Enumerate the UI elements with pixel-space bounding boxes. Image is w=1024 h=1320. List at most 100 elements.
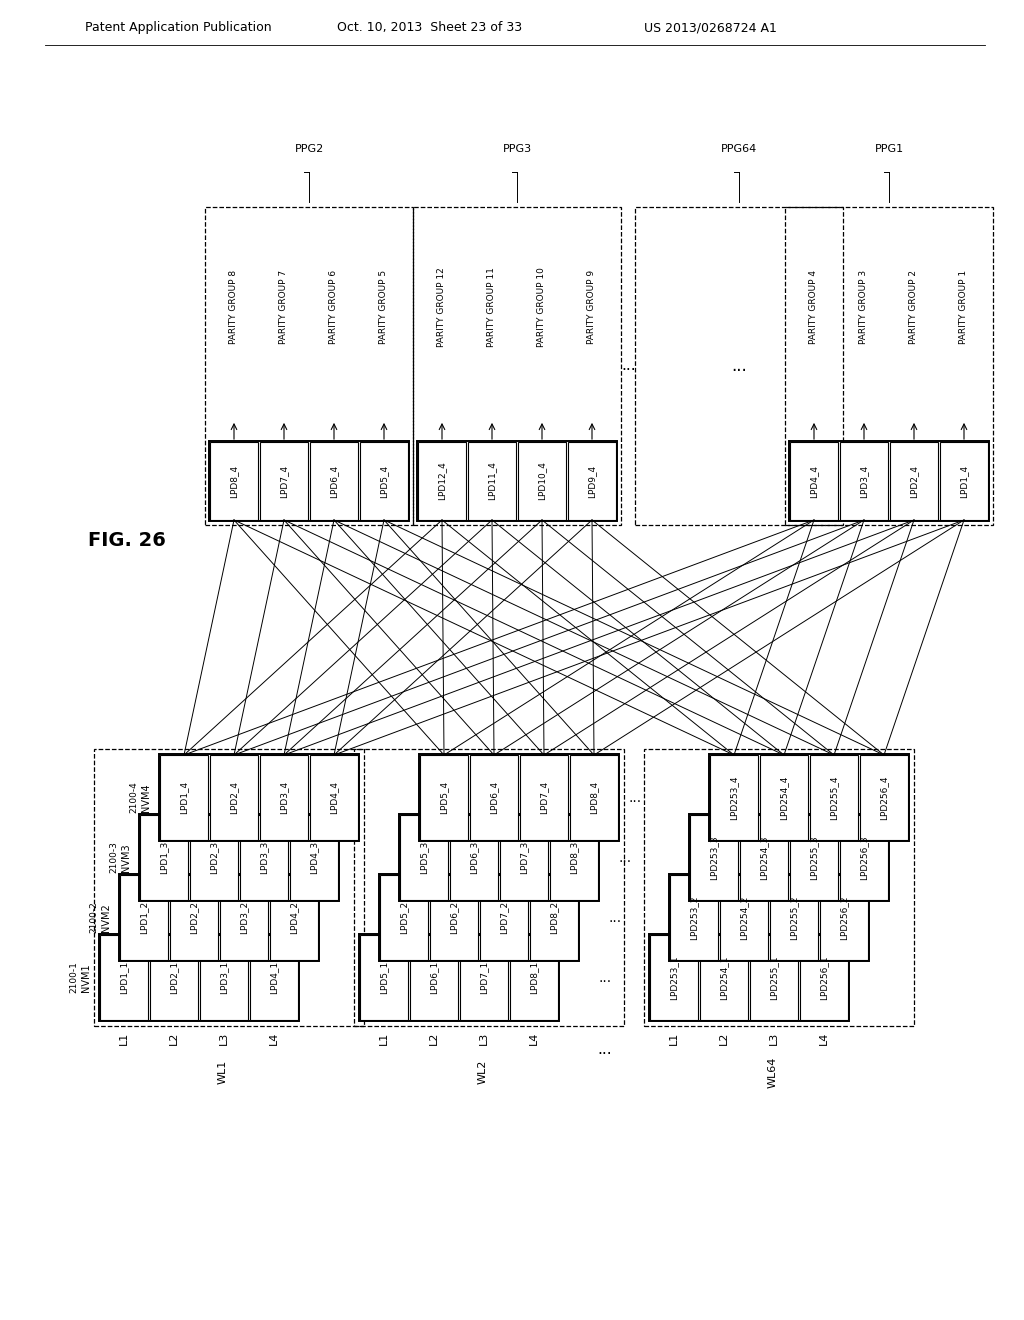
- Bar: [750, 935, 798, 1020]
- Bar: [200, 935, 248, 1020]
- Text: LPD4_1: LPD4_1: [269, 961, 279, 994]
- Bar: [419, 754, 618, 841]
- Text: LPD6_3: LPD6_3: [469, 841, 478, 874]
- Text: LPD1_4: LPD1_4: [959, 465, 969, 498]
- Text: PARITY GROUP 8: PARITY GROUP 8: [229, 269, 239, 345]
- Text: L4: L4: [819, 1031, 829, 1044]
- Text: LPD1_4: LPD1_4: [179, 781, 188, 814]
- Bar: [359, 935, 559, 1020]
- Text: LPD3_4: LPD3_4: [859, 465, 868, 498]
- Bar: [139, 814, 339, 902]
- Text: L3: L3: [769, 1031, 779, 1044]
- Bar: [840, 814, 888, 900]
- Text: L2: L2: [719, 1031, 729, 1044]
- Bar: [740, 814, 788, 900]
- Bar: [220, 875, 268, 960]
- Text: ...: ...: [608, 911, 622, 924]
- Bar: [119, 874, 319, 961]
- Text: NVM1: NVM1: [81, 964, 91, 991]
- Bar: [354, 748, 624, 1026]
- Bar: [468, 442, 516, 520]
- Text: PARITY GROUP 7: PARITY GROUP 7: [280, 269, 289, 345]
- Bar: [520, 755, 568, 840]
- Text: LPD6_4: LPD6_4: [330, 465, 339, 498]
- Bar: [99, 935, 299, 1020]
- Bar: [210, 442, 258, 520]
- Text: L3: L3: [479, 1031, 489, 1044]
- Text: LPD254_2: LPD254_2: [739, 895, 749, 940]
- Bar: [120, 875, 168, 960]
- Bar: [644, 748, 914, 1026]
- Text: ...: ...: [618, 850, 632, 865]
- Text: PARITY GROUP 1: PARITY GROUP 1: [959, 269, 969, 345]
- Bar: [450, 814, 498, 900]
- Bar: [689, 814, 889, 902]
- Bar: [190, 814, 238, 900]
- Text: LPD256_2: LPD256_2: [840, 895, 849, 940]
- Text: LPD1_2: LPD1_2: [139, 902, 148, 935]
- Text: ...: ...: [622, 359, 636, 374]
- Text: PARITY GROUP 6: PARITY GROUP 6: [330, 269, 339, 345]
- Text: LPD7_4: LPD7_4: [280, 465, 289, 498]
- Text: PARITY GROUP 12: PARITY GROUP 12: [437, 267, 446, 347]
- Text: LPD5_4: LPD5_4: [380, 465, 388, 498]
- Text: NVM2: NVM2: [101, 903, 111, 932]
- Bar: [649, 935, 849, 1020]
- Bar: [568, 442, 616, 520]
- Bar: [670, 875, 718, 960]
- Text: PARITY GROUP 10: PARITY GROUP 10: [538, 267, 547, 347]
- Bar: [518, 442, 566, 520]
- Bar: [170, 875, 218, 960]
- Text: LPD9_4: LPD9_4: [588, 465, 597, 498]
- Bar: [430, 875, 478, 960]
- Bar: [140, 814, 188, 900]
- Text: LPD8_4: LPD8_4: [590, 781, 598, 814]
- Text: PARITY GROUP 4: PARITY GROUP 4: [810, 271, 818, 345]
- Text: L2: L2: [169, 1031, 179, 1044]
- Text: PARITY GROUP 9: PARITY GROUP 9: [588, 269, 597, 345]
- Text: LPD7_2: LPD7_2: [500, 902, 509, 935]
- Text: LPD5_2: LPD5_2: [399, 902, 409, 935]
- Bar: [800, 935, 848, 1020]
- Bar: [150, 935, 198, 1020]
- Text: LPD256_4: LPD256_4: [880, 775, 889, 820]
- Bar: [890, 442, 938, 520]
- Bar: [209, 441, 409, 521]
- Text: LPD2_2: LPD2_2: [189, 902, 199, 935]
- Text: LPD255_2: LPD255_2: [790, 895, 799, 940]
- Bar: [470, 755, 518, 840]
- Bar: [310, 442, 358, 520]
- Text: LPD254_3: LPD254_3: [760, 836, 768, 879]
- Bar: [418, 442, 466, 520]
- Bar: [410, 935, 458, 1020]
- Text: LPD7_4: LPD7_4: [540, 781, 549, 814]
- Text: LPD1_3: LPD1_3: [160, 841, 169, 874]
- Text: ...: ...: [598, 1043, 612, 1057]
- Text: LPD10_4: LPD10_4: [538, 462, 547, 500]
- Bar: [570, 755, 618, 840]
- Bar: [550, 814, 598, 900]
- Text: 2100-2: 2100-2: [89, 902, 98, 933]
- Text: FIG. 26: FIG. 26: [88, 531, 166, 549]
- Bar: [650, 935, 698, 1020]
- Bar: [260, 755, 308, 840]
- Bar: [690, 814, 738, 900]
- Text: PARITY GROUP 2: PARITY GROUP 2: [909, 271, 919, 345]
- Text: ...: ...: [629, 791, 642, 804]
- Bar: [760, 755, 808, 840]
- Bar: [790, 442, 838, 520]
- Bar: [635, 207, 843, 525]
- Bar: [770, 875, 818, 960]
- Text: US 2013/0268724 A1: US 2013/0268724 A1: [643, 21, 776, 34]
- Text: LPD253_2: LPD253_2: [689, 895, 698, 940]
- Text: LPD255_1: LPD255_1: [769, 956, 778, 999]
- Bar: [210, 755, 258, 840]
- Bar: [480, 875, 528, 960]
- Bar: [510, 935, 558, 1020]
- Bar: [709, 754, 909, 841]
- Text: L2: L2: [429, 1031, 439, 1044]
- Bar: [290, 814, 338, 900]
- Text: LPD11_4: LPD11_4: [487, 462, 497, 500]
- Bar: [205, 207, 413, 525]
- Text: PARITY GROUP 5: PARITY GROUP 5: [380, 269, 388, 345]
